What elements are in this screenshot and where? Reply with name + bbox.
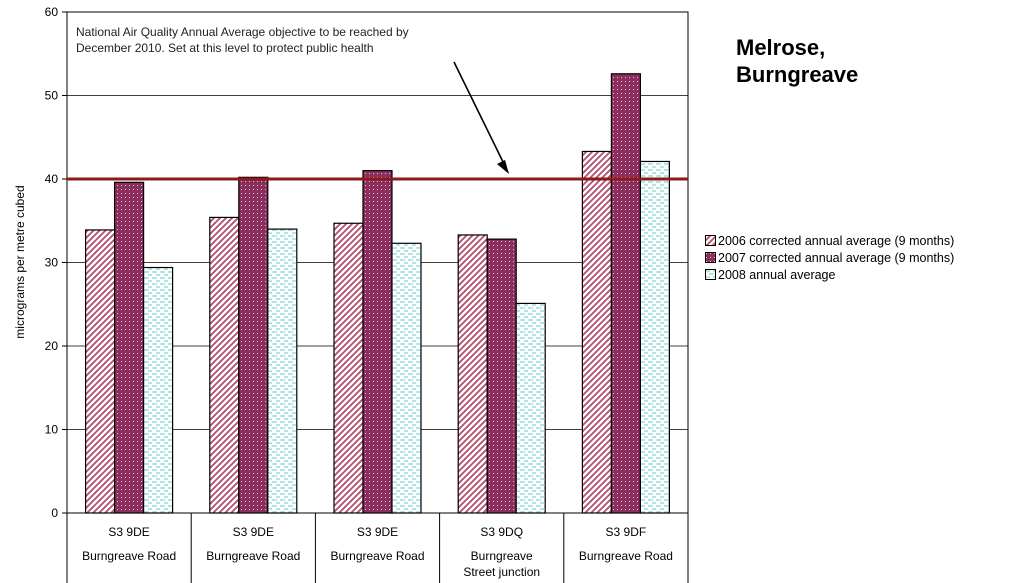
- bar-series-2-cat-3: [362, 170, 393, 514]
- x-category-label-3-line-2: Burngreave: [471, 549, 533, 563]
- side-title-line-2: Burngreave: [736, 62, 859, 87]
- bar-series-3-cat-2: [267, 228, 298, 514]
- x-category-label-3-line-3: Street junction: [463, 565, 540, 579]
- y-tick-label-0: 0: [51, 506, 58, 520]
- y-tick-label-30: 30: [45, 256, 59, 270]
- bar-series-1-cat-4: [457, 234, 488, 514]
- annotation-arrowhead: [497, 160, 509, 174]
- x-category-label-4-line-1: S3 9DF: [606, 525, 647, 539]
- bar-series-2-cat-2: [238, 176, 269, 514]
- y-tick-label-60: 60: [45, 5, 59, 19]
- side-title-line-1: Melrose,: [736, 35, 826, 60]
- bar-series-3-cat-4: [515, 302, 546, 514]
- legend: 2006 corrected annual average (9 months)…: [705, 232, 954, 283]
- x-category-label-1-line-1: S3 9DE: [233, 525, 274, 539]
- y-tick-label-20: 20: [45, 339, 59, 353]
- bar-series-2-cat-5: [610, 73, 642, 514]
- legend-swatch-2008: [705, 269, 716, 280]
- axes: 0 10 20 30 40 50 60 S3 9DE Burngreave Road S3 9DE…: [45, 5, 689, 583]
- legend-label-2006: 2006 corrected annual average (9 months): [718, 233, 955, 248]
- annotation-group: National Air Quality Annual Average obje…: [68, 13, 520, 174]
- legend-item-2007: 2007 corrected annual average (9 months): [705, 249, 954, 266]
- bar-series-3-cat-3: [391, 242, 422, 514]
- annotation-line-1: National Air Quality Annual Average obje…: [76, 25, 409, 39]
- x-category-label-0-line-1: S3 9DE: [108, 525, 149, 539]
- annotation-box: [68, 13, 520, 65]
- legend-swatch-2007: [705, 252, 716, 263]
- y-axis-label: micrograms per metre cubed: [13, 185, 27, 338]
- legend-item-2008: 2008 annual average: [705, 266, 954, 283]
- bar-series-3-cat-5: [639, 160, 671, 514]
- bar-series-1-cat-2: [209, 216, 240, 514]
- bar-series-1-cat-5: [581, 150, 613, 514]
- bar-series-3-cat-1: [143, 266, 174, 514]
- legend-label-2007: 2007 corrected annual average (9 months): [718, 250, 955, 265]
- x-category-label-3-line-1: S3 9DQ: [480, 525, 523, 539]
- annotation-arrow: [453, 61, 507, 169]
- x-category-label-1-line-2: Burngreave Road: [206, 549, 300, 563]
- y-tick-label-10: 10: [45, 423, 59, 437]
- bar-series-1-cat-1: [84, 229, 116, 514]
- bar-series-2-cat-4: [486, 238, 517, 514]
- x-category-label-2-line-2: Burngreave Road: [330, 549, 424, 563]
- bar-series-2-cat-1: [113, 181, 145, 514]
- legend-label-2008: 2008 annual average: [718, 267, 836, 282]
- legend-item-2006: 2006 corrected annual average (9 months): [705, 232, 954, 249]
- x-category-label-4-line-2: Burngreave Road: [579, 549, 673, 563]
- annotation-line-2: December 2010. Set at this level to prot…: [76, 41, 374, 55]
- y-tick-label-40: 40: [45, 172, 59, 186]
- side-title: Melrose, Burngreave: [736, 34, 858, 88]
- x-category-label-0-line-2: Burngreave Road: [82, 549, 176, 563]
- y-tick-label-50: 50: [45, 89, 59, 103]
- legend-swatch-2006: [705, 235, 716, 246]
- x-category-label-2-line-1: S3 9DE: [357, 525, 398, 539]
- bars: [84, 73, 671, 514]
- bar-series-1-cat-3: [333, 222, 364, 514]
